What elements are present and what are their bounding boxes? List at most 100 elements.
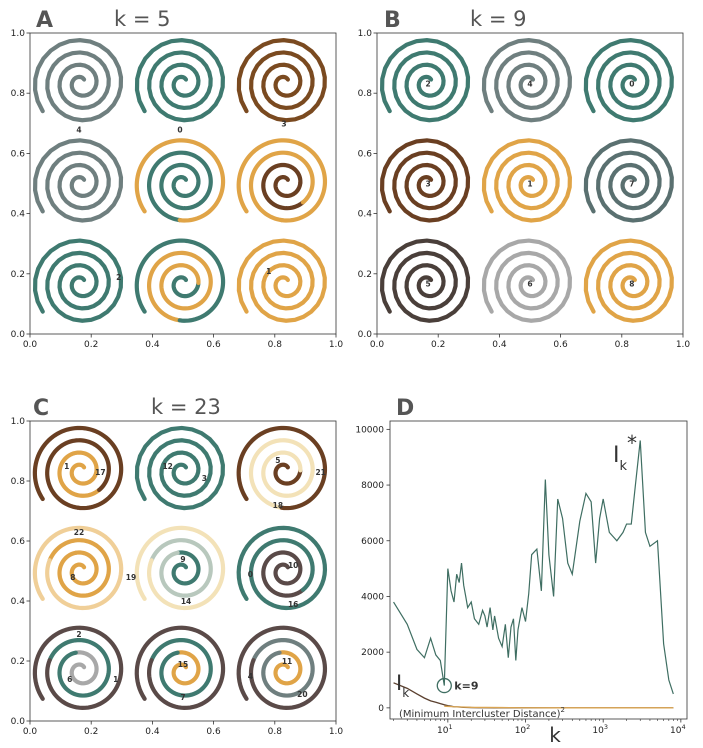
x-tick-label: 0.4 [145,727,160,737]
cluster-label: 5 [275,456,280,465]
spiral-arm-4-2 [146,150,213,223]
cluster-label: 3 [425,180,430,189]
x-tick-label: 0.4 [492,340,507,350]
x-tick-label: 0.6 [553,340,568,350]
cluster-label: 21 [315,468,325,477]
y-tick-label: 0.0 [358,330,373,340]
x-tick-label: 0.8 [268,340,283,350]
panel-a: A k = 5 4 0 3 2 1 0.0 0.2 0.4 0.6 0.8 1.0 0.0 0.2 0.4… [11,7,344,350]
spiral-arm-7-0 [171,275,201,299]
series-line-1 [393,682,674,709]
cluster-label: 2 [76,630,81,639]
spiral-arm-0-0 [380,38,471,123]
elbow-annotation: k=9 [454,680,478,693]
panel-c: C k = 23 1 17 12 3 5 21 18 22 8 19 9 14 0 10 16 2 6 1 15 7 4… [11,395,344,737]
cluster-label: 9 [180,555,185,564]
spiral-arm-3-1 [47,538,111,598]
x-tick-label: 0.8 [268,727,283,737]
spiral-arm-7-2 [146,250,213,323]
spiral-arm-5-3 [236,138,328,223]
cluster-label: 11 [282,657,292,666]
x-tick-exponent: 1 [448,723,452,731]
spiral-arm-1-0 [481,38,572,123]
spiral-arm-7-3 [134,238,226,323]
spiral-arm-2-1 [261,450,306,498]
cluster-label: 8 [629,280,634,289]
spiral-arm-2-2 [248,438,315,510]
spiral-arm-5-1 [236,525,328,611]
x-tick-label: 0.2 [84,727,98,737]
spiral-arm-4-3 [134,138,226,223]
spiral-arm-3-0 [380,138,471,223]
x-tick-exponent: 2 [526,723,530,731]
y-tick-label: 0 [378,704,384,714]
spiral-arm-6-0 [69,650,99,686]
y-tick-label: 2000 [361,648,384,658]
y-tick-label: 0.8 [11,477,26,487]
cluster-label: 7 [180,693,185,702]
panel-c-title: k = 23 [151,395,221,419]
y-tick-label: 0.0 [11,717,26,727]
spiral-arm-6-1 [47,637,111,698]
spiral-arm-2-0 [236,38,327,123]
peak-annotation: Ik* [613,431,637,474]
y-tick-label: 0.0 [11,330,26,340]
spiral-arm-6-2 [32,625,124,710]
x-tick-label: 101 [437,723,453,736]
series-line-2 [444,705,674,709]
cluster-label: 2 [116,273,121,282]
x-tick-label: 103 [592,723,608,736]
spiral-arm-8-0 [273,650,303,686]
y-tick-label: 1.0 [11,29,26,39]
cluster-label: 0 [177,125,182,134]
spiral-arm-8-0 [583,238,674,323]
y-tick-label: 0.8 [11,89,26,99]
spiral-arm-8-2 [236,625,328,710]
spiral-arm-7-2 [134,625,226,710]
y-tick-label: 1.0 [11,417,26,427]
x-tick-label: 1.0 [329,727,344,737]
x-tick-label: 0.0 [23,340,38,350]
min-distance-annotation: (Minimum Intercluster Distance)2 [399,706,565,720]
y-tick-label: 0.6 [11,149,26,159]
x-tick-label: 104 [670,723,686,736]
y-tick-label: 4000 [361,592,384,602]
spiral-arm-3-0 [33,138,124,223]
x-axis-label: k [549,723,561,747]
axes-frame [29,420,337,722]
panel-b-title: k = 9 [470,7,526,31]
cluster-label: 6 [527,280,532,289]
cluster-label: 22 [74,528,84,537]
cluster-label: 4 [76,125,81,134]
cluster-label: 7 [629,180,634,189]
cluster-label: 4 [527,79,532,88]
x-tick-label: 0.6 [206,340,221,350]
x-tick-label: 1.0 [329,340,344,350]
panel-b-letter: B [384,8,401,33]
cluster-label: 0 [629,79,634,88]
y-tick-label: 0.2 [358,270,372,280]
spiral-arm-7-0 [481,238,572,323]
cluster-label: 15 [178,660,188,669]
spiral-arm-1-0 [134,38,225,123]
x-tick-label: 0.8 [615,340,630,350]
y-tick-label: 1.0 [358,29,373,39]
spiral-arm-8-0 [236,238,327,323]
cluster-label: 8 [70,573,75,582]
spiral-arm-7-1 [149,637,213,698]
spiral-arm-4-1 [149,538,213,598]
x-tick-exponent: 3 [604,723,608,731]
y-tick-label: 0.2 [11,657,25,667]
spiral-arm-0-0 [33,38,124,123]
spiral-arm-4-1 [159,162,204,211]
spiral-arm-0-1 [57,450,102,498]
x-tick-label: 0.2 [84,340,98,350]
spiral-arm-6-0 [380,238,471,323]
x-tick-exponent: 4 [682,723,686,731]
series-line-0 [393,440,674,695]
spiral-arm-3-2 [32,525,124,611]
spiral-arm-5-0 [273,175,303,199]
y-tick-label: 8000 [361,481,384,491]
cluster-label: 4 [248,672,253,681]
